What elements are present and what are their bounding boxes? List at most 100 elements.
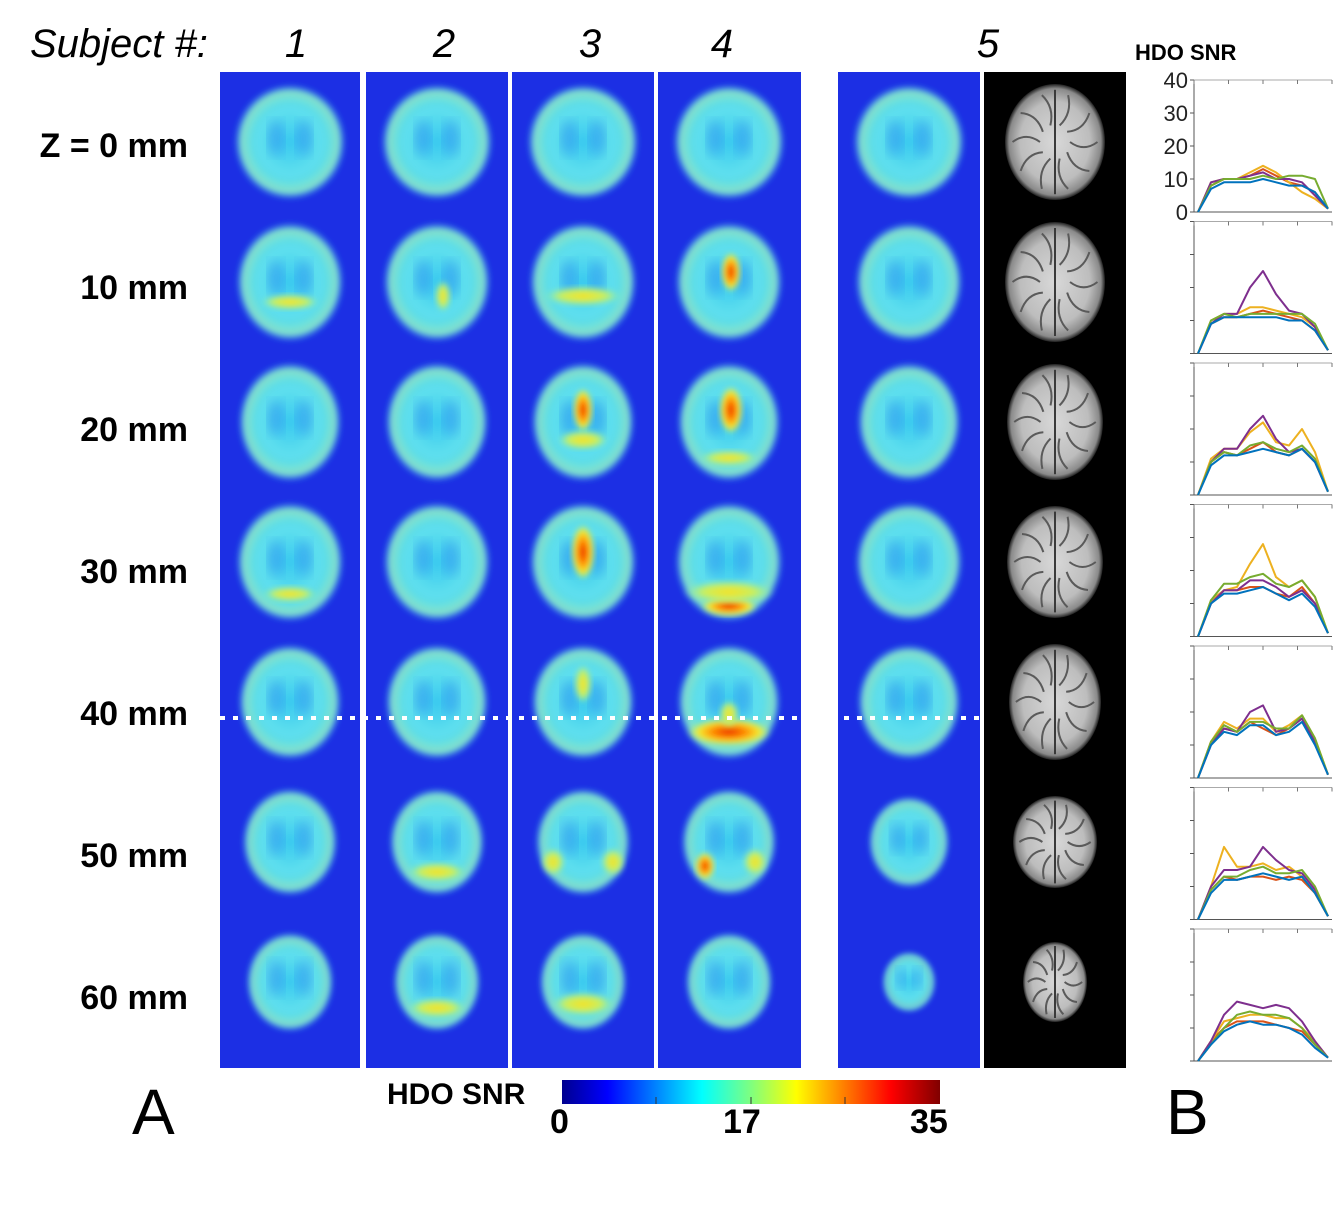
brain-internal-structure bbox=[589, 400, 605, 436]
panel-label-a: A bbox=[132, 1076, 175, 1148]
profile-series-line bbox=[1197, 421, 1329, 496]
anatomy-gyrus bbox=[1065, 711, 1087, 732]
brain-internal-structure bbox=[707, 260, 723, 296]
brain-slice-rim bbox=[383, 222, 491, 342]
brain-internal-structure bbox=[415, 960, 431, 996]
anatomy-gyrus bbox=[1067, 251, 1091, 273]
brain-internal-structure bbox=[589, 820, 605, 856]
anatomy-gyrus bbox=[1058, 233, 1071, 266]
anatomy-gyrus bbox=[1057, 854, 1067, 880]
anatomy-gyrus bbox=[1066, 292, 1090, 313]
z-label-40: 40 mm bbox=[80, 695, 188, 733]
anatomy-gyrus bbox=[1011, 135, 1041, 143]
brain-internal-structure bbox=[443, 960, 459, 996]
anatomy-gyrus bbox=[1011, 275, 1041, 283]
profile-series-line bbox=[1197, 1010, 1329, 1062]
brain-internal-structure bbox=[707, 680, 723, 716]
brain-slice-rim bbox=[236, 502, 344, 622]
anatomy-gyrus bbox=[1026, 818, 1046, 835]
brain-internal-structure bbox=[268, 400, 284, 436]
brain-slice-rim bbox=[853, 84, 965, 200]
brain-internal-structure bbox=[887, 540, 903, 576]
brain-slices bbox=[234, 84, 1105, 1032]
snr-hotspot bbox=[721, 252, 741, 292]
snr-hotspot bbox=[695, 852, 715, 880]
brain-internal-structure bbox=[268, 680, 284, 716]
brain-internal-structure bbox=[915, 400, 931, 436]
anatomy-gyrus bbox=[1043, 804, 1053, 830]
brain-internal-structure bbox=[735, 820, 751, 856]
anatomy-gyrus bbox=[1057, 718, 1068, 750]
brain-internal-structure bbox=[915, 120, 931, 156]
profile-plot-z-10-mm bbox=[1190, 221, 1333, 354]
profile-series-line bbox=[1197, 714, 1329, 779]
brain-internal-structure bbox=[887, 680, 903, 716]
snr-hotspot bbox=[571, 524, 595, 580]
subject-number-2: 2 bbox=[432, 22, 456, 66]
brain-internal-structure bbox=[561, 680, 577, 716]
profile-series-line bbox=[1197, 447, 1329, 496]
brain-slice-rim bbox=[539, 932, 627, 1032]
anatomy-gyrus bbox=[1066, 533, 1089, 554]
profile-y-tick-label: 10 bbox=[1164, 167, 1188, 192]
anatomy-gyrus bbox=[1061, 988, 1078, 1003]
subject-header-label: Subject #: bbox=[30, 22, 208, 66]
brain-internal-structure bbox=[443, 540, 459, 576]
profile-plot-z-40-mm bbox=[1190, 645, 1333, 779]
profile-series-line bbox=[1197, 1000, 1329, 1062]
anatomy-gyrus bbox=[1015, 695, 1042, 703]
anatomy-gyrus bbox=[1023, 672, 1045, 693]
snr-hotspot bbox=[743, 848, 767, 876]
brain-internal-structure bbox=[589, 680, 605, 716]
profile-series-line bbox=[1197, 572, 1329, 637]
snr-hotspot bbox=[557, 430, 609, 450]
profile-series-line bbox=[1197, 178, 1329, 213]
anatomy-gyrus bbox=[1065, 431, 1089, 452]
brain-internal-structure bbox=[915, 680, 931, 716]
profile-series-line bbox=[1197, 270, 1329, 354]
anatomy-gyrus bbox=[1019, 151, 1043, 172]
profile-plot-z-20-mm bbox=[1190, 362, 1333, 496]
anatomy-gyrus bbox=[1056, 993, 1065, 1016]
profile-series-line bbox=[1197, 174, 1329, 213]
brain-slice-rim bbox=[673, 84, 785, 200]
brain-slice-rim bbox=[868, 796, 950, 888]
profile-series-line bbox=[1197, 441, 1329, 496]
brain-internal-structure bbox=[561, 960, 577, 996]
brain-internal-structure bbox=[268, 820, 284, 856]
profile-series-line bbox=[1197, 312, 1329, 354]
brain-internal-structure bbox=[415, 540, 431, 576]
brain-internal-structure bbox=[415, 260, 431, 296]
anatomy-gyrus bbox=[1066, 672, 1088, 693]
anatomy-gyrus bbox=[1068, 701, 1095, 709]
snr-hotspot bbox=[719, 700, 739, 728]
anatomy-gyrus bbox=[1041, 374, 1053, 406]
colorbar-tick-mid: 17 bbox=[723, 1103, 761, 1141]
brain-slice-rim bbox=[857, 644, 961, 760]
brain-internal-structure bbox=[268, 260, 284, 296]
anatomy-gyrus bbox=[1021, 392, 1045, 413]
brain-internal-structure bbox=[296, 960, 312, 996]
anatomy-gyrus bbox=[1025, 849, 1045, 866]
brain-internal-structure bbox=[296, 540, 312, 576]
brain-internal-structure bbox=[296, 260, 312, 296]
anatomy-gyrus bbox=[1068, 421, 1097, 429]
brain-internal-structure bbox=[735, 680, 751, 716]
brain-slice-rim bbox=[383, 502, 491, 622]
z-label-30: 30 mm bbox=[80, 553, 188, 591]
anatomy-gyrus bbox=[1041, 232, 1053, 266]
anatomy-gyrus bbox=[1040, 577, 1052, 608]
anatomy-gyrus bbox=[1041, 94, 1053, 126]
anatomy-gyrus bbox=[1020, 251, 1044, 272]
anatomy-gyrus bbox=[1069, 141, 1099, 149]
anatomy-gyrus bbox=[1045, 948, 1054, 971]
brain-internal-structure bbox=[268, 960, 284, 996]
brain-slice-rim bbox=[234, 84, 346, 200]
anatomy-gyrus bbox=[1020, 112, 1044, 133]
brain-internal-structure bbox=[887, 260, 903, 296]
profile-series-line bbox=[1197, 441, 1329, 496]
anatomy-gyrus bbox=[1041, 516, 1053, 547]
brain-slice-rim bbox=[529, 222, 637, 342]
anatomy-gyrus bbox=[1058, 804, 1068, 830]
anatomy-gyrus bbox=[1058, 654, 1070, 687]
